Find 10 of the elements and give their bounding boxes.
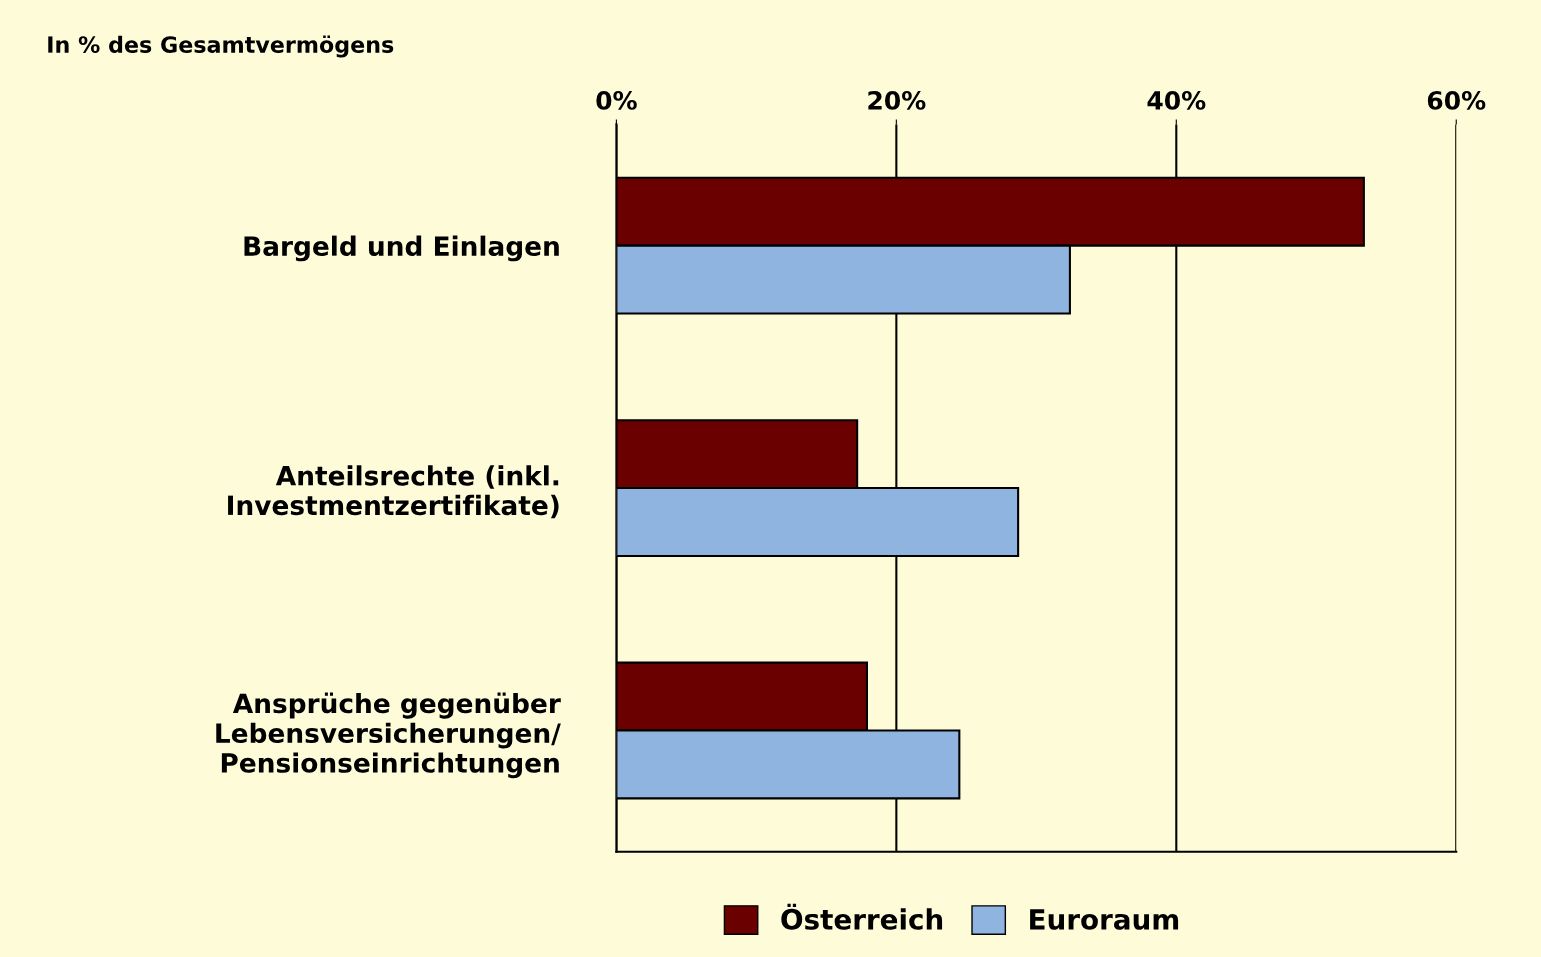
legend-label: Euroraum: [1030, 909, 1179, 930]
y-tick-label: Anteilsrechte (inkl. Investmentzertifikate): [228, 465, 559, 519]
x-tick-label: 40%: [1147, 90, 1206, 110]
x-tick-label: 0%: [596, 90, 637, 110]
y-tick-label: Ansprüche gegenüber Lebensversicherungen/ Pensionseinrichtungen: [216, 692, 561, 779]
x-tick-label: 20%: [868, 90, 926, 110]
y-tick-label: Bargeld und Einlagen: [244, 235, 559, 262]
legend-label: Österreich: [781, 903, 943, 930]
text: In % des Gesamtvermögens: [48, 35, 394, 58]
x-tick-label: 60%: [1427, 90, 1486, 110]
